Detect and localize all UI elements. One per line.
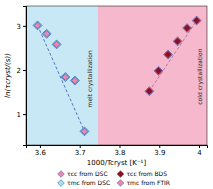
tick-label: 3 — [17, 23, 21, 31]
y-axis-title: ln(τcryst/(s)) — [4, 53, 12, 98]
point — [145, 87, 154, 96]
tick-label: 3.7 — [75, 149, 86, 157]
tick-mark — [23, 114, 26, 115]
legend-label: τcc from BDS — [127, 170, 168, 177]
legend-item: τmc from DSC — [58, 179, 110, 186]
tick-label: 3.8 — [114, 149, 125, 157]
tick-mark — [199, 145, 200, 148]
point — [42, 29, 51, 38]
plot-frame — [26, 6, 207, 145]
tick: 3.7 — [75, 145, 86, 157]
tick: 4 — [197, 145, 202, 157]
series — [34, 22, 88, 135]
legend-item: τcc from DSC — [58, 170, 108, 177]
series — [146, 17, 200, 94]
y-axis: 1 2 3 — [17, 7, 27, 146]
tick: 3 — [17, 23, 26, 31]
point — [72, 77, 79, 84]
point — [81, 128, 88, 135]
legend-marker — [58, 171, 65, 178]
point — [70, 76, 79, 85]
trend-line — [149, 21, 196, 92]
point — [193, 17, 200, 24]
point — [53, 41, 60, 48]
tick: 2 — [17, 67, 26, 75]
legend-marker — [58, 180, 65, 187]
point — [43, 30, 50, 37]
point — [61, 73, 70, 82]
tick-label: 1 — [17, 111, 21, 119]
tick-label: 3.9 — [154, 149, 165, 157]
point — [52, 40, 61, 49]
x-axis: 3.6 3.7 3.8 3.9 4 — [27, 145, 208, 157]
tick-mark — [119, 145, 120, 148]
point — [164, 50, 173, 59]
tick-label: 4 — [197, 149, 202, 157]
legend-item: τmc from FTIR — [117, 179, 170, 186]
tick: 1 — [17, 111, 26, 119]
legend-marker — [117, 171, 124, 178]
point — [183, 24, 192, 33]
legend-label: τcc from DSC — [67, 170, 108, 177]
annotation: cold crystallization — [196, 48, 204, 104]
tick-mark — [23, 26, 26, 27]
axis-line — [27, 146, 208, 149]
legend-label: τmc from DSC — [67, 179, 110, 186]
point — [155, 68, 162, 75]
legend: τcc from DSC τcc from BDS τmc from DSC τmc … — [58, 170, 170, 186]
tick: 3.8 — [114, 145, 125, 157]
tick-mark — [23, 70, 26, 71]
legend-marker — [117, 180, 124, 187]
point — [80, 127, 89, 136]
tick-label: 3.6 — [35, 149, 47, 157]
point — [192, 16, 201, 25]
point — [173, 37, 182, 46]
chart: 3.6 3.7 3.8 3.9 4 1 2 3 1000/Tcryst [K⁻¹] ln(τcry… — [0, 0, 213, 189]
x-axis-title: 1000/Tcryst [K⁻¹] — [87, 159, 147, 167]
point — [62, 74, 69, 81]
point — [146, 88, 153, 95]
series — [145, 16, 201, 96]
legend-item: τcc from BDS — [117, 170, 167, 177]
point — [154, 66, 163, 75]
legend-label: τmc from FTIR — [127, 179, 170, 186]
tick: 3.9 — [154, 145, 165, 157]
tick-mark — [159, 145, 160, 148]
point — [34, 22, 41, 29]
annotation: melt crystallization — [86, 50, 94, 107]
tick-mark — [40, 145, 41, 148]
region — [26, 6, 98, 145]
tick-label: 2 — [17, 67, 21, 75]
point — [184, 25, 191, 32]
region — [98, 6, 207, 145]
tick: 3.6 — [35, 145, 47, 157]
series — [33, 21, 89, 136]
point — [33, 21, 42, 30]
trend-line — [38, 25, 85, 131]
point — [174, 38, 181, 45]
plot-area — [26, 6, 207, 145]
point — [165, 51, 172, 58]
tick-mark — [80, 145, 81, 148]
